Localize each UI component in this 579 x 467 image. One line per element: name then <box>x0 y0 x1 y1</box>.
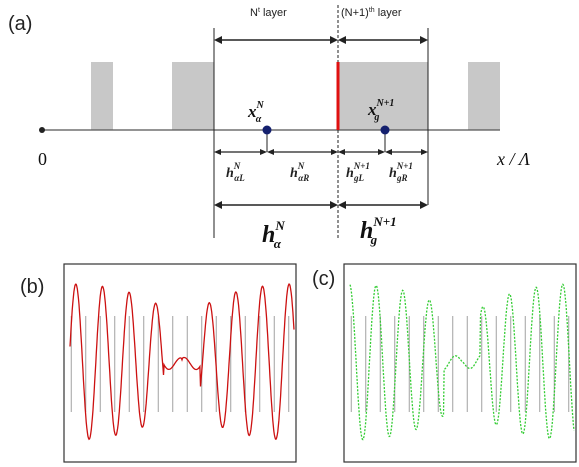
panel-b-frame <box>63 263 297 463</box>
arrowhead <box>420 36 428 44</box>
panel-c-waveform <box>349 283 575 441</box>
xa-label: xN α <box>247 100 265 125</box>
arrowhead <box>421 149 428 155</box>
h-gL-label: hN+1 gL <box>346 161 370 183</box>
panel-c-frame <box>343 263 577 463</box>
h-gR-label: hN+1 gR <box>389 161 413 183</box>
arrowhead <box>420 201 428 209</box>
panel-b-waveform <box>69 283 295 441</box>
arrowhead <box>331 149 338 155</box>
gray-layer-1 <box>91 62 113 130</box>
arrowhead <box>260 149 267 155</box>
origin-label: 0 <box>38 149 47 169</box>
h-g-label: hN+1 g <box>360 214 397 247</box>
arrowhead <box>338 36 346 44</box>
arrowhead <box>330 36 338 44</box>
arrowhead <box>214 149 221 155</box>
arrowhead <box>338 201 346 209</box>
arrowhead <box>330 201 338 209</box>
panel-c-label: (c) <box>312 268 335 290</box>
arrowhead <box>378 149 385 155</box>
arrowhead <box>385 149 392 155</box>
arrowhead <box>214 36 222 44</box>
x-axis-label: x / Λ <box>496 149 530 169</box>
h-aR-label: hN αR <box>290 161 309 183</box>
origin-dot <box>39 127 45 133</box>
gray-layer-2 <box>172 62 214 130</box>
point-xa <box>262 125 272 135</box>
layer-n-label: Nt layer <box>250 7 287 19</box>
arrowhead <box>338 149 345 155</box>
arrowhead <box>267 149 274 155</box>
panel-b-label: (b) <box>20 276 44 298</box>
h-aL-label: hN αL <box>226 161 245 183</box>
xg-label: xN+1 g <box>367 98 394 123</box>
gray-layer-4 <box>468 62 500 130</box>
layer-n1-label: (N+1)th layer <box>341 7 402 19</box>
gray-layer-3 <box>338 62 428 130</box>
arrowhead <box>214 201 222 209</box>
panel-a-label: (a) <box>8 13 32 35</box>
point-xg <box>380 125 390 135</box>
h-a-label: hN α <box>262 218 285 251</box>
